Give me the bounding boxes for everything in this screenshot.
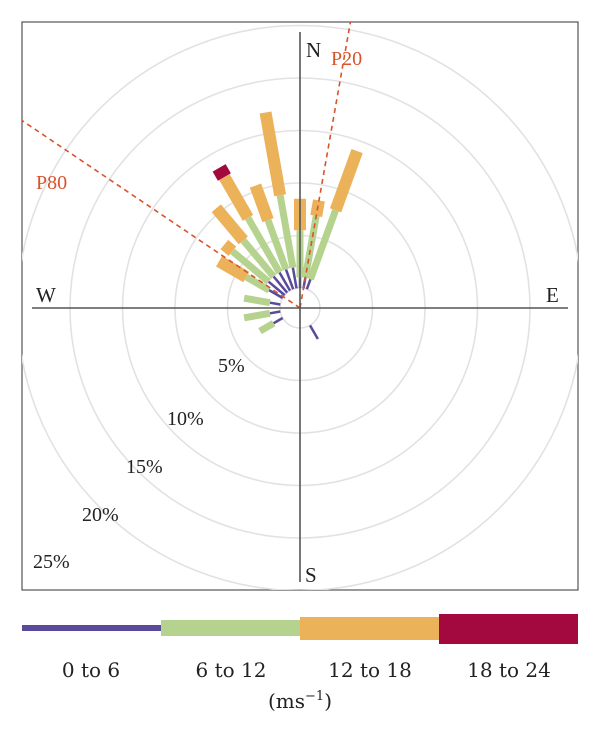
- ring-label-10: 10%: [167, 408, 204, 430]
- bar-340-6-to-12: [264, 218, 290, 271]
- bar-280-6-to-12: [243, 294, 271, 307]
- bar-330-12-to-18: [219, 174, 254, 221]
- bar-310-12-to-18: [220, 239, 237, 256]
- ring-label-20: 20%: [82, 504, 119, 526]
- bar-240-0-to-6: [272, 316, 284, 325]
- p80-label: P80: [36, 172, 67, 194]
- legend-label-12-18: 12 to 18: [328, 658, 412, 682]
- compass-axes: [32, 32, 568, 582]
- bar-350-6-to-12: [276, 194, 297, 269]
- bar-260-0-to-6: [269, 310, 281, 315]
- legend-label-6-12: 6 to 12: [196, 658, 267, 682]
- bar-310-6-to-12: [230, 248, 271, 285]
- sector-line-p80: [22, 119, 301, 309]
- bar-320-0-to-6: [272, 275, 289, 294]
- legend-swatch-6-12: [161, 620, 300, 636]
- bar-20-6-to-12: [307, 209, 339, 281]
- bar-280-0-to-6: [269, 301, 281, 306]
- legend-swatch-0-6: [22, 625, 161, 631]
- bar-300-0-to-6: [268, 289, 284, 300]
- bar-300-6-to-12: [244, 273, 271, 294]
- north-label: N: [306, 38, 321, 62]
- south-label: S: [305, 563, 317, 587]
- bar-240-6-to-12: [258, 320, 276, 335]
- legend-swatch-18-24: [439, 614, 578, 644]
- bar-340-0-to-6: [284, 269, 295, 290]
- legend-label-18-24: 18 to 24: [467, 658, 551, 682]
- bar-340-12-to-18: [249, 183, 274, 223]
- bar-310-0-to-6: [267, 280, 286, 297]
- unit-label: (ms−1): [268, 689, 332, 713]
- west-label: W: [36, 283, 56, 307]
- bar-20-12-to-18: [329, 149, 363, 213]
- bar-260-6-to-12: [243, 309, 271, 322]
- sector-line-p20: [299, 22, 352, 309]
- bar-20-0-to-6: [305, 278, 312, 290]
- ring-25: [22, 24, 578, 590]
- bar-330-0-to-6: [278, 271, 292, 292]
- bar-350-0-to-6: [291, 267, 298, 289]
- bar-320-6-to-12: [240, 238, 277, 279]
- legend-label-0-6: 0 to 6: [62, 658, 120, 682]
- bar-330-6-to-12: [244, 216, 283, 275]
- ring-label-5: 5%: [218, 355, 245, 377]
- bar-300-12-to-18: [216, 256, 250, 283]
- bar-150-0-to-6: [308, 324, 319, 340]
- bar-330-18-to-24: [212, 164, 231, 181]
- bar-350-12-to-18: [259, 111, 287, 197]
- p20-label: P20: [331, 48, 362, 70]
- legend-swatch-12-18: [300, 617, 439, 640]
- ring-label-15: 15%: [126, 456, 163, 478]
- speed-legend: 0 to 6 6 to 12 12 to 18 18 to 24 (ms−1): [22, 614, 578, 713]
- sector-lines: [22, 22, 352, 309]
- east-label: E: [546, 283, 559, 307]
- bar-320-12-to-18: [211, 204, 248, 245]
- ring-label-25: 25%: [33, 551, 70, 573]
